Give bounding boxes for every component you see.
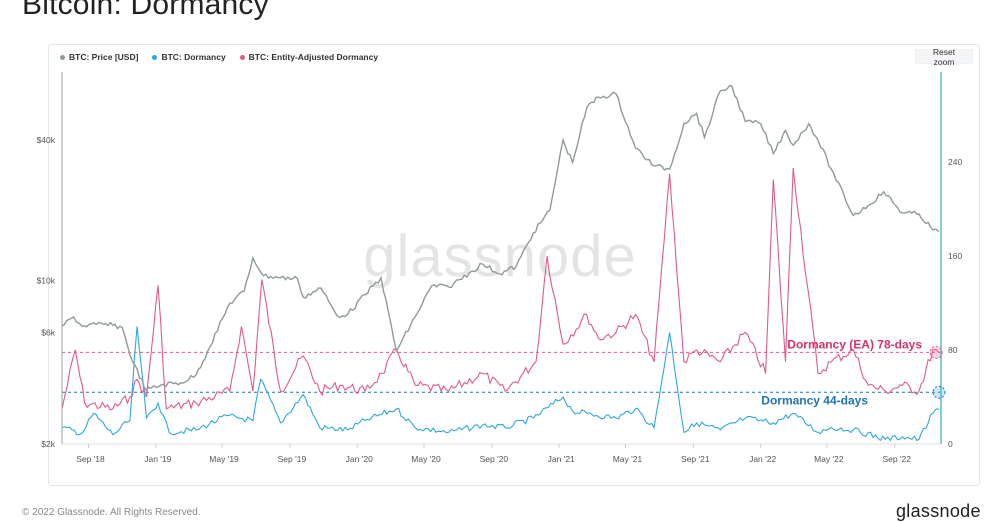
footer-copyright: © 2022 Glassnode. All Rights Reserved. [22,507,201,518]
y-right-tick-label: 160 [948,251,962,261]
chart-watermark: glassnode [363,224,636,289]
chart-legend: BTC: Price [USD] BTC: Dormancy BTC: Enti… [60,52,378,62]
y-right-tick-label: 0 [948,439,953,449]
x-tick-label: May '20 [411,454,441,464]
legend-label-dormancy: BTC: Dormancy [161,52,226,62]
x-tick-label: Sep '22 [882,454,911,464]
dormancy-annotation: Dormancy 44-days [761,393,868,407]
chart-card [48,44,980,486]
y-left-tick-label: $6k [41,328,55,338]
x-tick-label: Jan '21 [548,454,575,464]
legend-dot-price [60,54,65,60]
reset-zoom-button[interactable]: Reset zoom [915,47,973,67]
x-tick-label: May '21 [613,454,643,464]
legend-dot-dormancy [152,54,158,60]
x-tick-label: Sep '18 [76,454,105,464]
y-right-tick-label: 80 [948,345,958,355]
chart-axes: $2k $6k $10k $40k 0 80 160 240 Sep '18 Jan '19 May… [37,72,962,464]
x-tick-label: Jan '19 [144,454,171,464]
legend-label-ea-dormancy: BTC: Entity-Adjusted Dormancy [248,52,379,62]
y-right-tick-label: 240 [948,157,962,167]
y-left-tick-label: $10k [37,276,56,286]
legend-label-price: BTC: Price [USD] [69,52,139,62]
chart-series [61,84,940,442]
legend-item-price[interactable]: BTC: Price [USD] [60,52,138,62]
x-tick-label: Sep '20 [480,454,509,464]
x-tick-label: May '22 [814,454,844,464]
series-line-price [61,84,940,392]
dormancy-end-marker [932,385,946,399]
y-left-tick-label: $40k [37,135,56,145]
chart-annotations: Dormancy (EA) 78-days Dormancy 44-days [761,337,946,407]
ea-dormancy-annotation: Dormancy (EA) 78-days [787,337,922,351]
x-tick-label: Sep '21 [681,454,710,464]
y-left-tick-label: $2k [41,439,55,449]
legend-item-dormancy[interactable]: BTC: Dormancy [152,52,226,62]
page-title: Bitcoin: Dormancy [22,0,269,21]
legend-dot-ea-dormancy [239,54,245,60]
x-tick-label: Jan '22 [749,454,776,464]
legend-item-ea-dormancy[interactable]: BTC: Entity-Adjusted Dormancy [239,52,379,62]
series-line-ea-dormancy [61,167,940,411]
footer-brand: glassnode [896,501,981,521]
series-line-dormancy [61,326,939,442]
x-tick-label: May '19 [209,454,239,464]
x-tick-label: Jan '20 [346,454,373,464]
x-tick-label: Sep '19 [278,454,307,464]
ea-dormancy-end-marker [929,345,943,359]
